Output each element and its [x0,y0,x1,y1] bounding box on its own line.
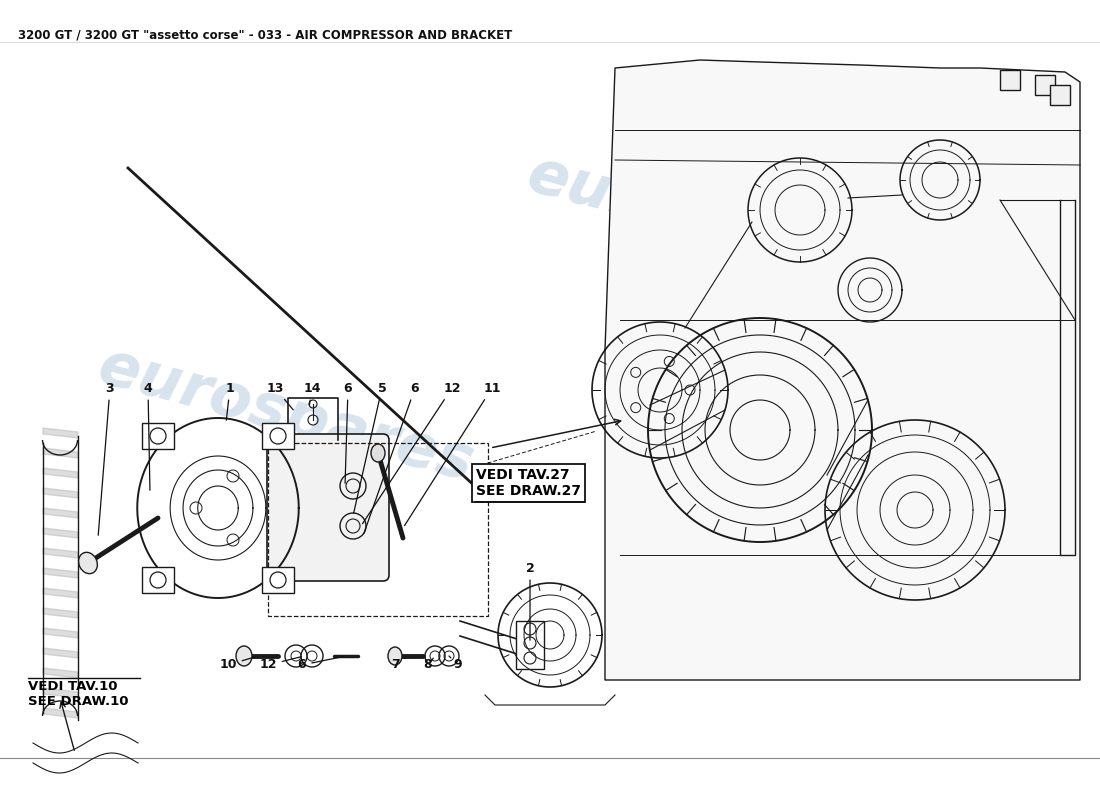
Bar [268,443,488,616]
Polygon shape [43,628,78,638]
Text: 10: 10 [219,657,255,671]
Polygon shape [43,488,78,498]
Bar [142,423,174,449]
Text: VEDI TAV.27
SEE DRAW.27: VEDI TAV.27 SEE DRAW.27 [476,468,581,498]
Ellipse shape [388,647,401,665]
Text: 9: 9 [449,656,462,671]
Ellipse shape [236,646,252,666]
Ellipse shape [371,444,385,462]
Polygon shape [605,60,1080,680]
Text: VEDI TAV.10
SEE DRAW.10: VEDI TAV.10 SEE DRAW.10 [28,680,129,708]
Text: 6: 6 [298,657,343,671]
Bar [262,423,294,449]
Text: 6: 6 [364,382,419,534]
Text: 13: 13 [266,382,294,410]
Ellipse shape [78,552,98,574]
Text: 1: 1 [226,382,234,420]
Polygon shape [43,608,78,618]
Bar [1050,85,1070,105]
FancyBboxPatch shape [267,434,389,581]
Bar [262,567,294,593]
Text: eurospares: eurospares [91,338,481,494]
Text: 14: 14 [304,382,321,406]
Polygon shape [43,528,78,538]
Text: 12: 12 [363,382,461,524]
Polygon shape [43,468,78,478]
Bar [1000,70,1020,90]
Bar [142,567,174,593]
Text: 11: 11 [405,382,500,526]
Polygon shape [43,588,78,598]
Polygon shape [43,508,78,518]
Text: 8: 8 [424,658,433,671]
Bar [1035,75,1055,95]
Polygon shape [43,668,78,678]
Polygon shape [43,688,78,698]
Polygon shape [43,708,78,718]
Polygon shape [43,648,78,658]
Text: 7: 7 [390,658,406,671]
Bar [516,621,544,669]
Polygon shape [43,568,78,578]
Text: 2: 2 [526,562,535,640]
Text: 3: 3 [98,382,114,535]
Polygon shape [43,548,78,558]
Text: 4: 4 [144,382,153,490]
Polygon shape [43,448,78,458]
Text: eurospares: eurospares [520,146,910,302]
Polygon shape [43,428,78,438]
Text: 3200 GT / 3200 GT "assetto corse" - 033 - AIR COMPRESSOR AND BRACKET: 3200 GT / 3200 GT "assetto corse" - 033 … [18,28,513,41]
Text: 6: 6 [343,382,352,483]
Text: 5: 5 [353,382,386,514]
Text: 12: 12 [260,657,301,671]
